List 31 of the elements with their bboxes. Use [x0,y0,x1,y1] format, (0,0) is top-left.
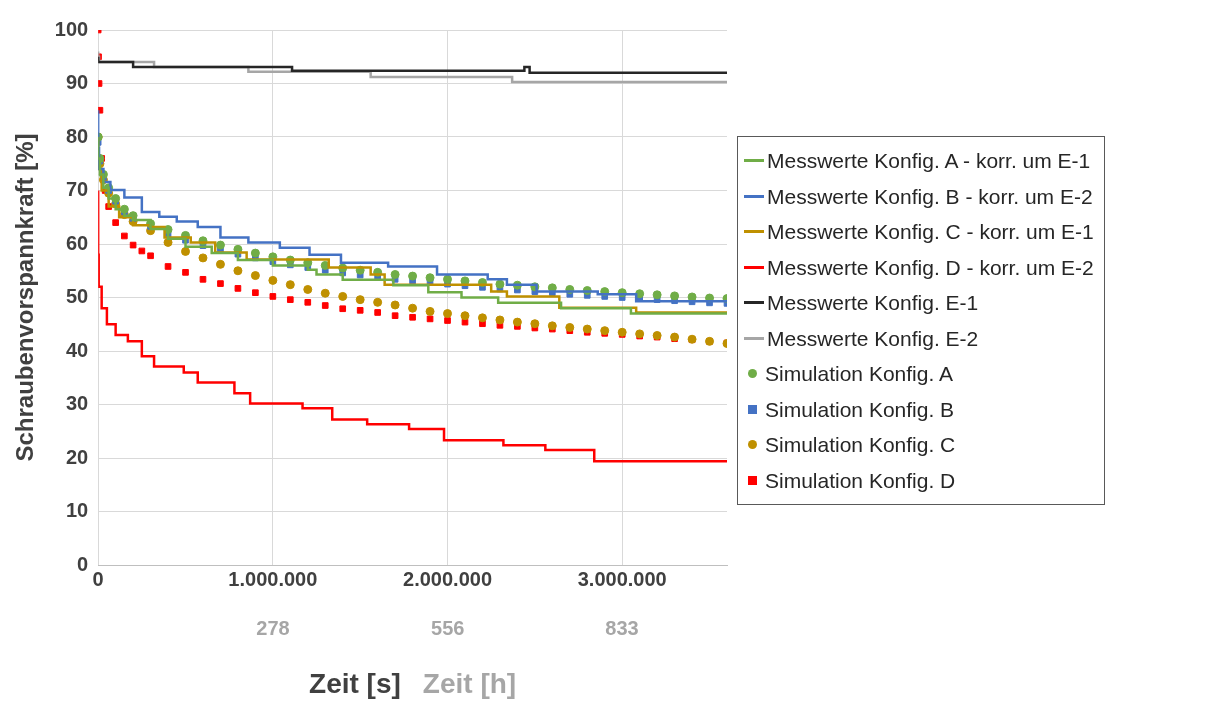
y-tick-label: 100 [54,17,89,40]
legend-label: Messwerte Konfig. E-2 [767,325,979,352]
legend-label: Simulation Konfig. D [765,467,956,494]
y-tick-label: 60 [65,231,89,254]
legend-label: Simulation Konfig. C [765,432,956,458]
legend-label: Messwerte Konfig. C - korr. um E-1 [767,219,1094,245]
y-tick-label: 0 [77,552,89,575]
x-tick-label: 3.000.000 [577,567,667,590]
y-tick-label: 10 [65,499,89,522]
x2-tick-label: 833 [605,616,639,639]
x-tick-label: 1.000.000 [228,567,318,590]
y-axis-title: Schraubenvorspannkraft [%] [11,133,39,462]
y-tick-label: 70 [65,178,89,201]
legend-label: Messwerte Konfig. A - korr. um E-1 [767,148,1091,174]
y-tick-label: 80 [65,124,89,147]
legend-label: Messwerte Konfig. E-1 [767,290,979,316]
x2-axis-title: Zeit [h] [422,667,517,699]
legend-label: Simulation Konfig. A [765,361,953,387]
legend-label: Messwerte Konfig. D - korr. um E-2 [767,254,1094,281]
x-tick-label: 2.000.000 [403,567,493,590]
y-tick-label: 90 [65,71,89,94]
y-tick-label: 50 [65,285,89,308]
legend-label: Messwerte Konfig. B - korr. um E-2 [767,183,1093,210]
x2-tick-label: 556 [431,616,465,639]
y-tick-label: 20 [65,445,89,468]
x2-tick-label: 278 [256,616,290,639]
y-tick-label: 40 [65,338,89,361]
y-tick-label: 30 [65,392,89,415]
legend-label: Simulation Konfig. B [765,396,955,423]
x-axis-title: Zeit [s] [309,667,401,699]
x-tick-label: 0 [92,567,104,590]
